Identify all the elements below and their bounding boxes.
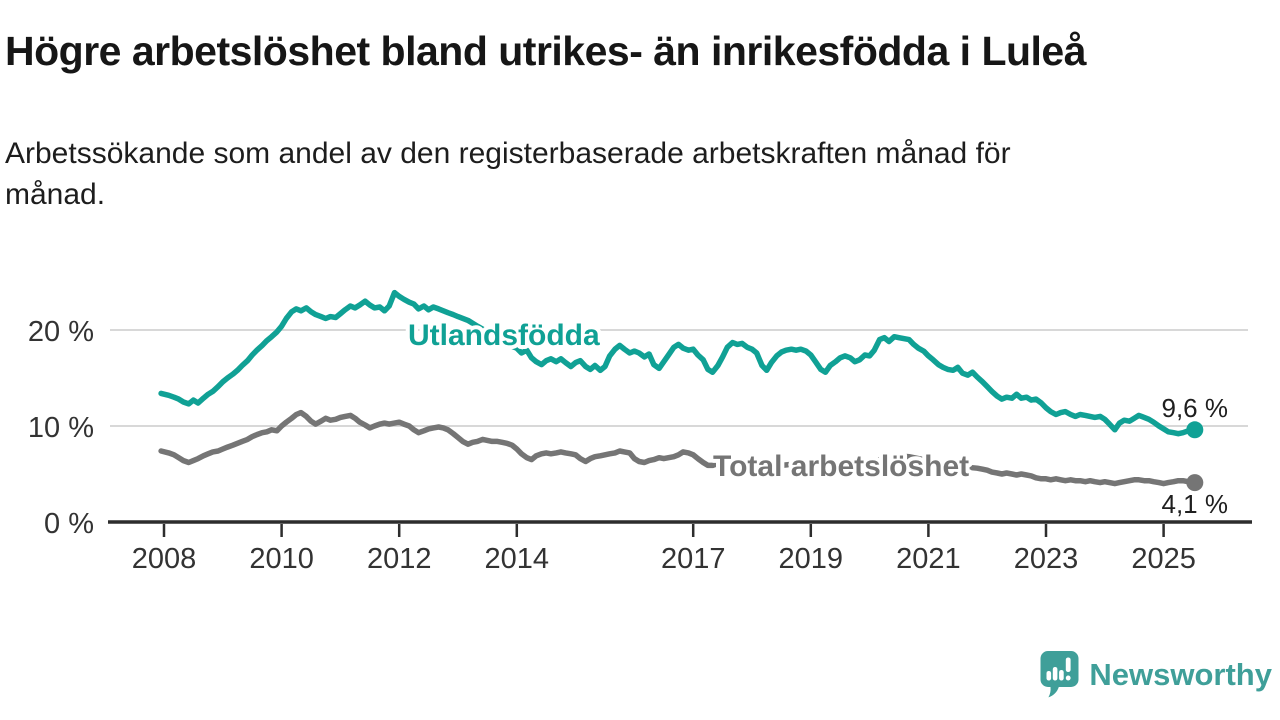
gridlines-group [110,329,1248,427]
brand-footer: Newsworthy [1039,647,1272,701]
line-chart: 0 % 10 % 20 % 2008 2010 2012 2014 2017 2019 2021 2… [28,289,1252,575]
series-line [158,289,1198,437]
labels-group: Utlandsfödda Total arbetslöshet 9,6 % 4,… [404,315,1231,522]
newsworthy-logo-icon [1040,651,1079,698]
page-title: Högre arbetslöshet bland utrikes- än inr… [5,28,1087,74]
x-tick-label: 2021 [896,543,961,575]
x-tick-label: 2008 [132,543,197,575]
y-tick-label: 0 % [44,508,94,540]
x-tick-label: 2019 [779,543,844,575]
end-value-label-utlandsfodda: 9,6 % [1162,393,1229,423]
series-lines-group [158,289,1204,492]
x-tick-label: 2023 [1014,543,1079,575]
x-tick-label: 2012 [367,543,432,575]
series-end-dot [1186,421,1204,439]
x-tick-label: 2010 [249,543,314,575]
subtitle-line-1: Arbetssökande som andel av den registerb… [5,137,1011,170]
series-label-total-arbetsloshet: Total arbetslöshet [713,450,969,483]
subtitle-line-2: månad. [5,178,106,212]
series-end-dot [1186,474,1204,492]
brand-name: Newsworthy [1089,656,1272,692]
series-line [158,409,1198,487]
end-value-label-total-arbetsloshet: 4,1 % [1162,489,1229,519]
series-label-utlandsfodda: Utlandsfödda [408,319,600,352]
axis-group: 0 % 10 % 20 % 2008 2010 2012 2014 2017 2019 2021 2… [28,316,1252,575]
y-tick-label: 10 % [28,412,94,444]
x-tick-label: 2025 [1131,543,1196,575]
chart-subtitle: Arbetssökande som andel av den registerb… [5,133,1011,216]
y-tick-label: 20 % [28,316,94,348]
x-tick-label: 2017 [661,543,726,575]
x-tick-label: 2014 [485,543,550,575]
